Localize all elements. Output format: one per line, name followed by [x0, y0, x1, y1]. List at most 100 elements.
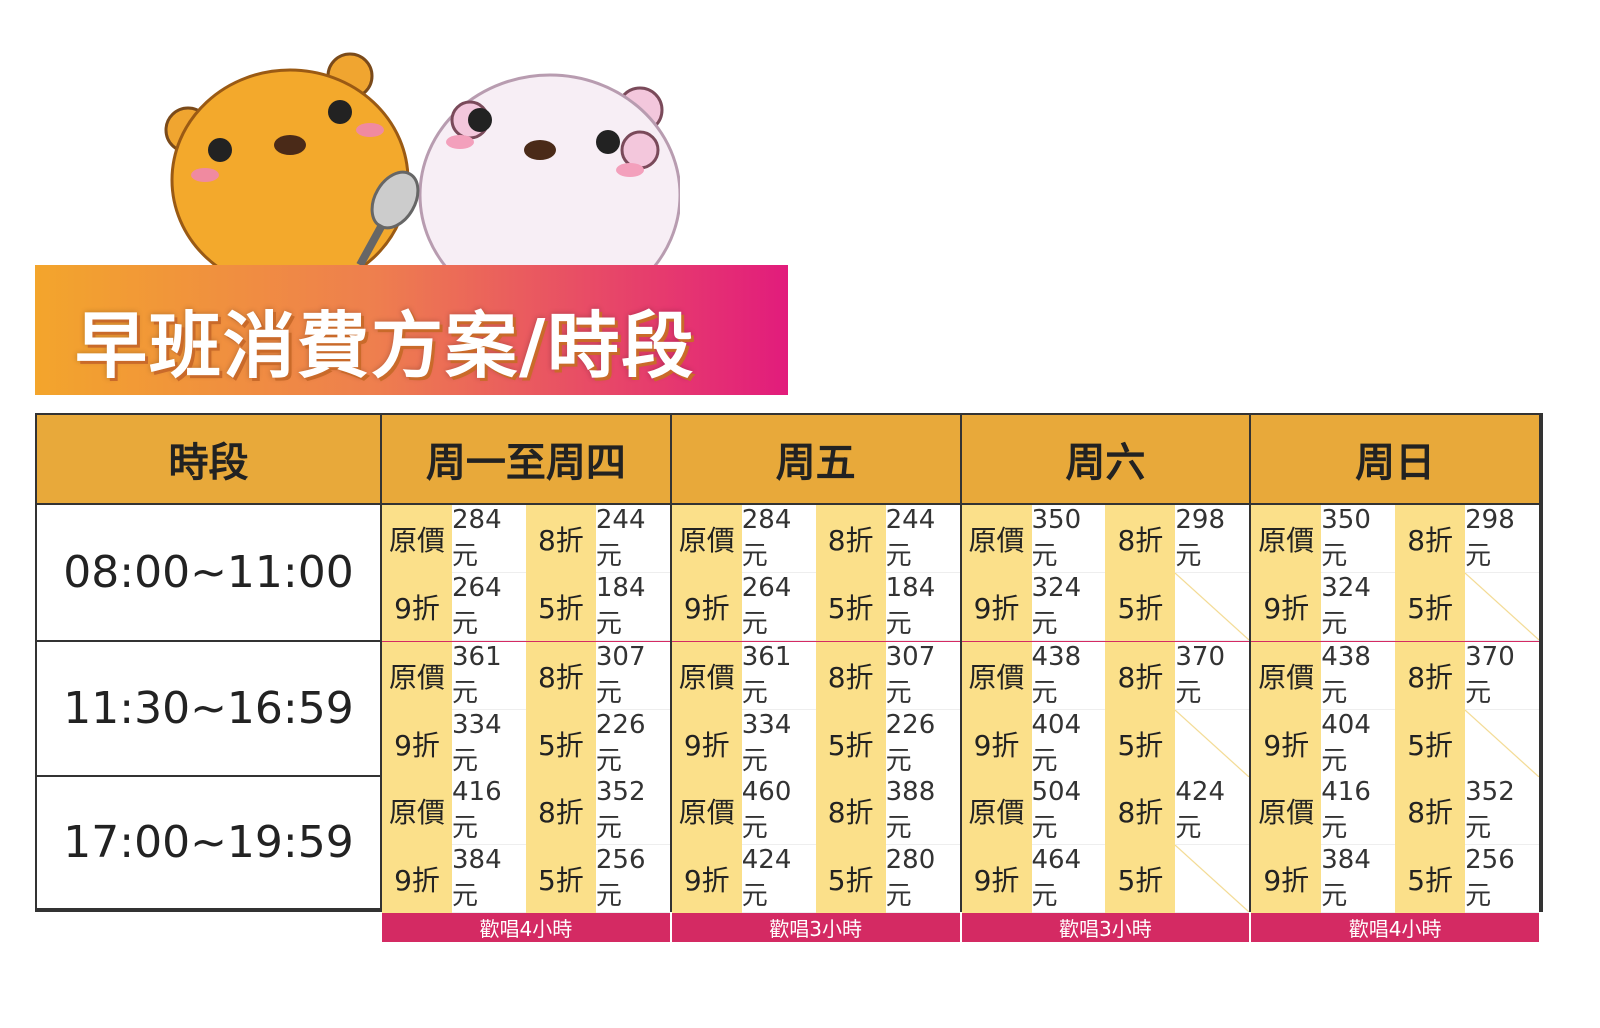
discount-label: 5折 [525, 845, 596, 913]
price: 384元 [452, 845, 526, 913]
price: 424元 [741, 845, 816, 913]
no-price [1465, 710, 1539, 778]
duration-note: 歡唱4小時 [382, 913, 670, 942]
price: 370元 [1175, 642, 1250, 710]
price-cell: 原價350元8折298元9折324元5折歡唱3小時 [961, 505, 1252, 670]
header-cell: 周五 [671, 415, 962, 505]
price: 280元 [885, 845, 960, 913]
price-cell: 原價438元8折370元9折404元5折歡唱3小時 [961, 642, 1252, 807]
price: 352元 [595, 777, 670, 845]
price-cell: 原價 504元 8折 424元 9折 464元 5折 歡唱3小時 [961, 777, 1252, 942]
price: 244元 [885, 505, 960, 573]
price: 416元 [452, 777, 526, 845]
discount-label: 原價 [671, 505, 742, 573]
price-items: 原價 284元 8折 244元 9折 264元 5折 184元 [671, 505, 960, 641]
discount-label: 8折 [815, 505, 886, 573]
price: 184元 [595, 573, 670, 641]
discount-label: 8折 [525, 505, 596, 573]
discount-label: 9折 [382, 573, 452, 641]
price: 404元 [1321, 710, 1396, 778]
price: 384元 [1321, 845, 1396, 913]
no-price [1175, 573, 1250, 641]
price: 324元 [1321, 573, 1396, 641]
discount-label: 8折 [1105, 777, 1176, 845]
price: 416元 [1321, 777, 1396, 845]
price-items: 原價 416元 8折 352元 9折 384元 5折 256元 [382, 777, 670, 913]
discount-label: 8折 [1105, 642, 1176, 710]
discount-label: 5折 [525, 710, 596, 778]
price-items: 原價 416元 8折 352元 9折 384元 5折 256元 [1251, 777, 1539, 913]
header-cell: 周日 [1251, 415, 1541, 505]
price-table: 時段 周一至周四 周五 周六 周日 08:00~11:00 原價 284元 8折 244元 9折 26… [35, 413, 1543, 942]
header-cell: 時段 [37, 415, 382, 505]
bear-illustration [164, 52, 680, 270]
price-cell: 原價350元8折298元9折324元5折歡唱3小時 [1251, 505, 1541, 670]
discount-label: 8折 [1105, 505, 1176, 573]
discount-label: 8折 [525, 642, 596, 710]
price-cell: 原價 416元 8折 352元 9折 384元 5折 256元 歡唱4小時 [382, 777, 672, 942]
discount-label: 9折 [1251, 573, 1322, 641]
discount-label: 原價 [382, 777, 452, 845]
discount-label: 5折 [1105, 845, 1176, 913]
price-items: 原價 460元 8折 388元 9折 424元 5折 280元 [671, 777, 960, 913]
price: 324元 [1031, 573, 1106, 641]
discount-label: 9折 [671, 573, 742, 641]
discount-label: 原價 [961, 642, 1032, 710]
price: 438元 [1321, 642, 1396, 710]
price: 184元 [885, 573, 960, 641]
discount-label: 9折 [1251, 710, 1322, 778]
discount-label: 8折 [815, 777, 886, 845]
price: 350元 [1031, 505, 1106, 573]
duration-note: 歡唱3小時 [671, 913, 960, 942]
discount-label: 5折 [1395, 710, 1466, 778]
price: 298元 [1175, 505, 1250, 573]
duration-note: 歡唱4小時 [1251, 913, 1539, 942]
no-price [1465, 573, 1539, 641]
price: 464元 [1031, 845, 1106, 913]
discount-label: 5折 [1395, 845, 1466, 913]
price: 350元 [1321, 505, 1396, 573]
price: 334元 [452, 710, 526, 778]
discount-label: 8折 [1395, 505, 1466, 573]
price-items: 原價 361元 8折 307元 9折 334元 5折 226元 [671, 642, 960, 778]
price: 256元 [1465, 845, 1539, 913]
discount-label: 5折 [1105, 573, 1176, 641]
price: 424元 [1175, 777, 1250, 845]
price: 298元 [1465, 505, 1539, 573]
price: 307元 [885, 642, 960, 710]
discount-label: 原價 [382, 505, 452, 573]
header-cell: 周六 [961, 415, 1252, 505]
discount-label: 5折 [815, 845, 886, 913]
discount-label: 5折 [1395, 573, 1466, 641]
price-cell: 原價361元8折307元9折334元5折226元歡唱4小時 [671, 642, 962, 807]
price: 226元 [595, 710, 670, 778]
discount-label: 8折 [1395, 777, 1466, 845]
price-cell: 原價284元8折244元9折264元5折184元歡唱4小時 [671, 505, 962, 670]
time-slot: 11:30~16:59 [37, 642, 382, 777]
price: 226元 [885, 710, 960, 778]
discount-label: 原價 [1251, 642, 1322, 710]
price-items: 原價 284元 8折 244元 9折 264元 5折 184元 [382, 505, 670, 641]
price: 504元 [1031, 777, 1106, 845]
time-slot: 17:00~19:59 [37, 777, 382, 910]
price: 361元 [452, 642, 526, 710]
price-items: 原價 438元 8折 370元 9折 404元 5折 [1251, 642, 1539, 778]
price: 438元 [1031, 642, 1106, 710]
price-cell: 原價361元8折307元9折334元5折226元歡唱4小時 [382, 642, 672, 807]
price-cell: 原價284元8折244元9折264元5折184元歡唱4小時 [382, 505, 672, 670]
price: 284元 [452, 505, 526, 573]
discount-label: 5折 [1105, 710, 1176, 778]
price: 388元 [885, 777, 960, 845]
discount-label: 9折 [671, 845, 742, 913]
discount-label: 9折 [382, 845, 452, 913]
price-cell: 原價 416元 8折 352元 9折 384元 5折 256元 歡唱4小時 [1251, 777, 1541, 942]
discount-label: 原價 [961, 777, 1032, 845]
discount-label: 8折 [525, 777, 596, 845]
discount-label: 9折 [671, 710, 742, 778]
discount-label: 9折 [961, 710, 1032, 778]
price: 264元 [452, 573, 526, 641]
price: 404元 [1031, 710, 1106, 778]
price: 284元 [741, 505, 816, 573]
discount-label: 原價 [1251, 505, 1322, 573]
